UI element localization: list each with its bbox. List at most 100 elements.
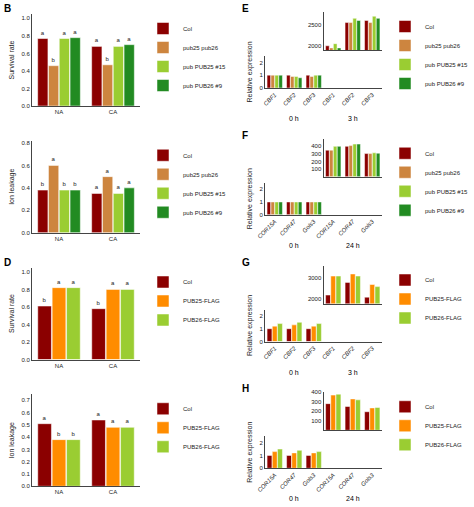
svg-text:Col: Col — [183, 153, 192, 159]
svg-text:CBF1: CBF1 — [262, 92, 277, 107]
svg-text:3 h: 3 h — [348, 369, 358, 376]
svg-text:1: 1 — [259, 453, 263, 459]
svg-text:2: 2 — [259, 60, 263, 66]
svg-text:0.0: 0.0 — [21, 230, 30, 236]
svg-text:24 h: 24 h — [346, 495, 360, 502]
svg-text:CBF3: CBF3 — [360, 345, 376, 361]
svg-text:a: a — [127, 179, 131, 185]
svg-text:Col: Col — [183, 279, 192, 285]
svg-text:CBF3: CBF3 — [301, 345, 317, 361]
svg-text:0.8: 0.8 — [21, 140, 30, 146]
svg-text:200: 200 — [311, 408, 322, 414]
svg-text:Col: Col — [425, 404, 434, 410]
svg-text:a: a — [95, 37, 99, 43]
svg-text:COR15A: COR15A — [315, 219, 336, 240]
svg-text:2000: 2000 — [308, 43, 322, 49]
svg-text:CBF2: CBF2 — [282, 91, 298, 107]
svg-text:3000: 3000 — [308, 275, 322, 281]
svg-text:Col: Col — [183, 406, 192, 412]
svg-text:3 h: 3 h — [348, 115, 358, 122]
svg-text:0 h: 0 h — [289, 115, 299, 122]
svg-text:a: a — [41, 30, 45, 36]
svg-text:100: 100 — [311, 418, 322, 424]
svg-text:b: b — [97, 300, 101, 306]
svg-text:2000: 2000 — [308, 296, 322, 302]
svg-text:G: G — [242, 257, 250, 268]
svg-text:2: 2 — [259, 440, 263, 446]
svg-text:a: a — [125, 418, 129, 424]
svg-text:1.0: 1.0 — [21, 269, 30, 275]
svg-text:CBF2: CBF2 — [340, 345, 356, 361]
svg-text:b: b — [73, 181, 77, 187]
svg-text:0.3: 0.3 — [21, 447, 30, 453]
svg-text:a: a — [127, 36, 131, 42]
svg-text:CBF3: CBF3 — [360, 91, 376, 107]
svg-text:COR15A: COR15A — [256, 219, 277, 240]
svg-text:a: a — [106, 168, 110, 174]
svg-text:Gols3: Gols3 — [360, 472, 376, 488]
svg-text:0.4: 0.4 — [21, 434, 30, 440]
svg-text:a: a — [125, 280, 129, 286]
svg-text:0.6: 0.6 — [21, 51, 30, 57]
svg-text:PUB25-FLAG: PUB25-FLAG — [183, 298, 220, 304]
svg-text:0: 0 — [259, 85, 263, 91]
svg-text:a: a — [73, 29, 77, 35]
svg-text:CBF1: CBF1 — [321, 92, 336, 107]
svg-text:B: B — [4, 3, 11, 14]
svg-text:D: D — [4, 257, 11, 268]
svg-text:0 h: 0 h — [289, 495, 299, 502]
svg-text:a: a — [97, 411, 101, 417]
svg-text:Relative expression: Relative expression — [246, 422, 254, 483]
svg-text:a: a — [111, 280, 115, 286]
svg-text:0.0: 0.0 — [21, 483, 30, 489]
svg-text:pub PUB26 #9: pub PUB26 #9 — [425, 81, 465, 87]
svg-text:0.2: 0.2 — [21, 207, 30, 213]
svg-text:Survival rate: Survival rate — [8, 294, 15, 333]
svg-text:CBF1: CBF1 — [262, 345, 277, 360]
svg-text:pub25 pub26: pub25 pub26 — [183, 45, 219, 51]
svg-text:pub PUB25 #15: pub PUB25 #15 — [425, 62, 468, 68]
svg-text:0.6: 0.6 — [21, 410, 30, 416]
svg-text:Relative expression: Relative expression — [246, 295, 254, 356]
svg-text:pub PUB25 #15: pub PUB25 #15 — [183, 64, 226, 70]
svg-text:COR15A: COR15A — [256, 472, 277, 493]
svg-text:pub25 pub26: pub25 pub26 — [183, 172, 219, 178]
svg-text:PUB26-FLAG: PUB26-FLAG — [183, 444, 220, 450]
svg-text:CA: CA — [109, 489, 117, 495]
svg-text:400: 400 — [311, 143, 322, 149]
svg-text:b: b — [57, 431, 61, 437]
svg-text:0: 0 — [259, 339, 263, 345]
svg-text:0.8: 0.8 — [21, 33, 30, 39]
svg-text:0.6: 0.6 — [21, 163, 30, 169]
svg-text:0.4: 0.4 — [21, 322, 30, 328]
svg-text:a: a — [111, 418, 115, 424]
svg-text:PUB26-FLAG: PUB26-FLAG — [183, 317, 220, 323]
svg-text:0: 0 — [259, 465, 263, 471]
svg-text:1: 1 — [259, 72, 263, 78]
svg-text:0.4: 0.4 — [21, 68, 30, 74]
svg-text:0 h: 0 h — [289, 242, 299, 249]
svg-text:Gols3: Gols3 — [360, 218, 376, 234]
svg-text:0.4: 0.4 — [21, 185, 30, 191]
svg-text:pub PUB25 #15: pub PUB25 #15 — [425, 189, 468, 195]
svg-text:400: 400 — [311, 389, 322, 395]
svg-text:Ion leakage: Ion leakage — [8, 422, 16, 458]
svg-text:a: a — [116, 37, 120, 43]
svg-text:0.7: 0.7 — [21, 397, 30, 403]
svg-text:0 h: 0 h — [289, 369, 299, 376]
svg-text:pub PUB26 #9: pub PUB26 #9 — [183, 210, 223, 216]
svg-text:Gols3: Gols3 — [301, 218, 317, 234]
svg-text:PUB26-FLAG: PUB26-FLAG — [425, 315, 462, 321]
svg-text:b: b — [62, 181, 66, 187]
svg-text:1: 1 — [259, 199, 263, 205]
svg-text:24 h: 24 h — [346, 242, 360, 249]
svg-text:PUB25-FLAG: PUB25-FLAG — [425, 423, 462, 429]
svg-text:pub PUB26 #9: pub PUB26 #9 — [183, 83, 223, 89]
svg-text:a: a — [57, 279, 61, 285]
svg-text:CBF3: CBF3 — [301, 91, 317, 107]
svg-text:2500: 2500 — [308, 22, 322, 28]
svg-text:100: 100 — [311, 166, 322, 172]
svg-text:CA: CA — [109, 363, 117, 369]
svg-text:0: 0 — [259, 212, 263, 218]
svg-text:a: a — [62, 30, 66, 36]
